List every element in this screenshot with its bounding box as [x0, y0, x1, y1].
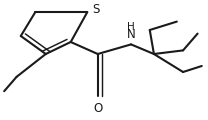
- Text: H: H: [127, 22, 135, 32]
- Text: S: S: [92, 3, 99, 16]
- Text: O: O: [93, 102, 102, 115]
- Text: N: N: [127, 28, 135, 41]
